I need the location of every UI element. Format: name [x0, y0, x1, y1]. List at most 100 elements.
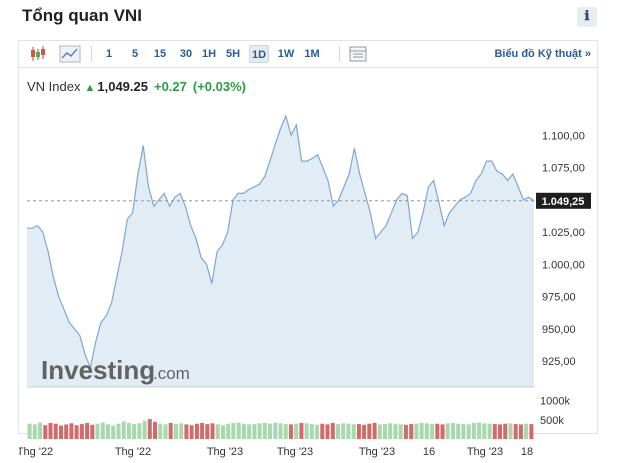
volume-bar — [168, 422, 173, 439]
volume-bar — [419, 422, 424, 439]
volume-bar — [341, 423, 346, 439]
volume-bar — [294, 423, 299, 439]
volume-bar — [524, 423, 529, 439]
volume-bar — [283, 424, 288, 440]
volume-bar — [346, 423, 351, 439]
investing-watermark: Investing — [41, 355, 155, 385]
volume-bar — [456, 423, 461, 439]
volume-bar — [336, 424, 340, 440]
candlestick-icon[interactable] — [27, 44, 49, 64]
price-tick-label: 1.075,00 — [542, 163, 585, 175]
volume-bar — [231, 422, 236, 439]
table-icon[interactable] — [347, 44, 369, 64]
period-button-5[interactable]: 5 — [131, 48, 139, 60]
volume-bar — [257, 423, 262, 439]
volume-bar — [137, 423, 142, 439]
volume-bar — [508, 423, 513, 439]
volume-bar — [383, 424, 387, 440]
period-button-30[interactable]: 30 — [179, 48, 193, 60]
x-tick-label: 16 — [423, 446, 435, 458]
volume-bar — [435, 423, 440, 439]
volume-bar — [351, 424, 356, 439]
volume-bar — [241, 423, 246, 439]
current-price-badge — [536, 192, 591, 209]
volume-bar — [330, 422, 335, 439]
volume-bar — [111, 425, 116, 439]
price-tick-label: 950,00 — [542, 324, 576, 336]
volume-bar — [142, 420, 147, 439]
volume-bar — [163, 424, 168, 439]
volume-bar — [325, 424, 330, 439]
volume-bar — [106, 424, 110, 439]
volume-bar — [59, 425, 63, 439]
volume-bar — [409, 424, 414, 440]
period-button-1h[interactable]: 1H — [201, 48, 217, 60]
volume-bar — [116, 423, 121, 439]
volume-bar — [64, 424, 69, 439]
volume-bar — [79, 424, 84, 440]
x-tick-label: Thg '22 — [115, 446, 151, 458]
chart-toolbar: Biểu đồ Kỹ thuật » 1 5 15 30 1H 5H 1D 1W 1M — [19, 41, 597, 68]
volume-bar — [194, 423, 199, 439]
volume-bar — [398, 424, 403, 439]
period-button-1m[interactable]: 1M — [304, 48, 320, 60]
volume-tick-label: 500k — [540, 415, 564, 427]
volume-bar — [388, 423, 393, 439]
area-chart-icon[interactable] — [59, 44, 81, 64]
x-tick-label: Thg '23 — [277, 446, 313, 458]
volume-bar — [487, 423, 492, 439]
period-button-15[interactable]: 15 — [153, 48, 167, 60]
volume-bar — [48, 422, 53, 439]
volume-bar — [503, 423, 508, 439]
volume-bar — [184, 424, 189, 439]
volume-bar — [498, 424, 502, 439]
volume-bar — [210, 423, 215, 439]
volume-bar — [492, 424, 497, 440]
volume-bar — [529, 424, 534, 440]
volume-bar — [121, 421, 126, 439]
volume-bar — [27, 423, 32, 439]
volume-bar — [424, 423, 429, 439]
price-line — [27, 114, 535, 370]
info-icon[interactable]: ℹ — [577, 7, 597, 27]
volume-bar — [85, 422, 90, 439]
period-button-1w[interactable]: 1W — [277, 48, 295, 60]
price-change: +0.27 — [153, 79, 187, 94]
volume-bar — [440, 424, 445, 439]
period-button-1[interactable]: 1 — [105, 48, 113, 60]
price-chart[interactable]: 1.049,25 1.100,00 1.075,00 1.025,00 1.000,00… — [19, 103, 597, 463]
volume-bar — [393, 423, 398, 439]
current-price-label: 1.049,25 — [542, 196, 585, 208]
volume-bar — [147, 419, 152, 439]
volume-bar — [466, 424, 471, 439]
volume-bar — [273, 422, 278, 439]
volume-bar — [299, 422, 304, 439]
volume-bar — [403, 424, 408, 439]
page-title: Tổng quan VNI — [22, 6, 142, 25]
volume-bar — [445, 423, 450, 439]
volume-bar — [268, 423, 272, 439]
volume-bar — [304, 423, 309, 439]
volume-bar — [377, 424, 382, 439]
x-tick-label: Thg '22 — [19, 446, 53, 458]
volume-bar — [215, 424, 220, 439]
volume-bar — [100, 422, 105, 439]
volume-bar — [226, 423, 231, 439]
volume-bar — [356, 424, 361, 440]
up-arrow-icon: ▲ — [84, 82, 96, 94]
volume-bar — [132, 424, 137, 440]
volume-bar — [32, 424, 37, 439]
period-button-1d[interactable]: 1D — [249, 45, 269, 63]
technical-chart-link[interactable]: Biểu đồ Kỹ thuật » — [494, 48, 591, 60]
period-button-5h[interactable]: 5H — [225, 48, 241, 60]
price-tick-label: 975,00 — [542, 292, 576, 304]
volume-bar — [362, 424, 367, 439]
volume-bar — [372, 422, 377, 439]
last-price: 1,049.25 — [97, 79, 148, 94]
volume-bar — [189, 425, 194, 439]
volume-bar — [430, 424, 435, 440]
volume-bar — [126, 422, 131, 439]
x-tick-label: Thg '23 — [359, 446, 395, 458]
volume-bar — [95, 423, 100, 439]
volume-bar — [451, 422, 455, 439]
